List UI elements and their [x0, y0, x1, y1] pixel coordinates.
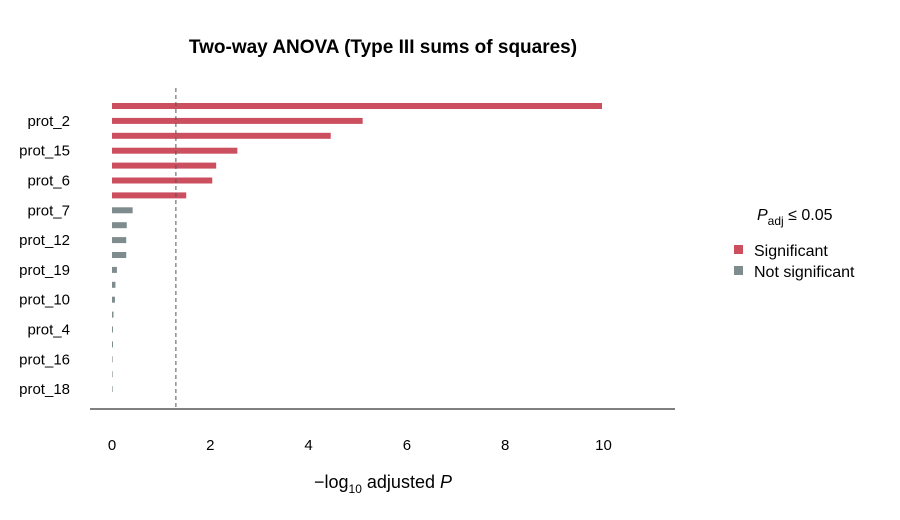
x-tick-label: 2 [206, 437, 214, 454]
legend-label-significant: Significant [754, 243, 828, 260]
chart-title: Two-way ANOVA (Type III sums of squares) [189, 37, 577, 58]
y-tick-label: prot_12 [19, 232, 70, 249]
bar-20 [112, 386, 113, 393]
bar-1 [112, 103, 603, 109]
legend-title-subscript: adj [768, 214, 784, 228]
bar-14 [112, 296, 115, 303]
bars-group [112, 103, 603, 393]
bar-4 [112, 147, 238, 154]
bar-17 [112, 341, 113, 348]
bar-2 [112, 117, 363, 124]
bar-8 [112, 207, 133, 214]
legend-swatch-not-significant [734, 266, 743, 275]
x-axis-title-variable: P [440, 472, 452, 492]
y-tick-label: prot_6 [27, 173, 70, 190]
y-tick-label: prot_4 [27, 322, 70, 339]
bar-3 [112, 132, 331, 139]
bar-10 [112, 237, 127, 244]
bar-12 [112, 266, 117, 273]
x-tick-label: 4 [304, 437, 312, 454]
bar-13 [112, 281, 116, 288]
bar-15 [112, 311, 114, 318]
x-tick-labels: 0 2 4 6 8 10 [108, 437, 612, 454]
legend-title-rest: ≤ 0.05 [784, 207, 833, 224]
bar-6 [112, 177, 213, 184]
x-tick-label: 0 [108, 437, 116, 454]
x-tick-label: 10 [595, 437, 612, 454]
bar-11 [112, 252, 127, 258]
x-axis-title: −log10 adjusted P [314, 472, 452, 496]
legend-label-not-significant: Not significant [754, 264, 855, 281]
legend-title-variable: P [757, 207, 768, 224]
y-tick-label: prot_19 [19, 262, 70, 279]
y-tick-label: prot_15 [19, 143, 70, 160]
x-axis-title-subscript: 10 [349, 482, 363, 496]
bar-5 [112, 162, 217, 169]
bar-19 [112, 371, 113, 378]
y-tick-label: prot_2 [27, 113, 70, 130]
y-tick-label: prot_10 [19, 292, 70, 309]
bar-9 [112, 222, 127, 229]
y-tick-label: prot_16 [19, 351, 70, 368]
x-axis-title-middle: adjusted [362, 472, 440, 492]
bar-16 [112, 326, 113, 333]
legend: Padj ≤ 0.05 Significant Not significant [734, 207, 855, 281]
bar-18 [112, 356, 113, 363]
y-tick-labels: prot_2 prot_15 prot_6 prot_7 prot_12 prot_19p… [19, 113, 70, 398]
x-axis-title-prefix: −log [314, 472, 349, 492]
legend-title: Padj ≤ 0.05 [757, 207, 833, 228]
y-tick-label: prot_7 [27, 202, 70, 219]
legend-swatch-significant [734, 245, 743, 254]
y-tick-label: prot_18 [19, 381, 70, 398]
x-tick-label: 6 [403, 437, 411, 454]
bar-7 [112, 192, 187, 199]
x-tick-label: 8 [501, 437, 509, 454]
